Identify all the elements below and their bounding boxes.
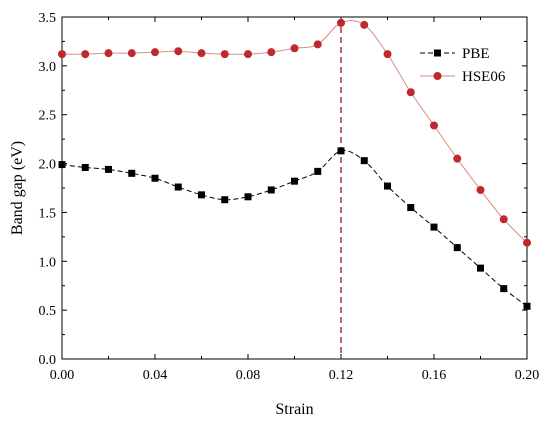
marker-hse06 (406, 88, 415, 97)
marker-hse06 (104, 49, 113, 58)
series-lines (61, 20, 528, 307)
series-markers (58, 18, 531, 310)
marker-hse06 (58, 50, 66, 59)
marker-hse06 (337, 18, 345, 27)
marker-hse06 (290, 44, 299, 53)
marker-pbe (384, 182, 391, 190)
y-tick-label: 1.0 (39, 255, 57, 270)
marker-hse06 (81, 50, 90, 59)
marker-hse06 (523, 238, 531, 247)
marker-pbe (337, 147, 345, 155)
series-line-pbe (61, 150, 528, 307)
plot-frame (61, 16, 528, 360)
marker-hse06 (197, 49, 206, 58)
marker-hse06 (127, 49, 136, 58)
y-tick-label: 2.0 (39, 158, 57, 173)
marker-hse06 (499, 215, 508, 224)
marker-pbe (198, 191, 205, 199)
legend: PBE HSE06 (420, 46, 506, 85)
x-tick-label: 0.08 (236, 368, 261, 383)
y-axis-label: Band gap (eV) (9, 141, 26, 235)
x-tick-label: 0.16 (422, 368, 447, 383)
y-tick-label: 3.5 (39, 11, 57, 26)
marker-pbe (151, 174, 159, 182)
marker-pbe (314, 167, 322, 175)
x-tick-label: 0.00 (50, 368, 75, 383)
marker-hse06 (151, 48, 159, 57)
marker-pbe (523, 302, 531, 310)
marker-hse06 (430, 121, 438, 130)
marker-hse06 (383, 50, 392, 59)
marker-hse06 (476, 185, 485, 194)
marker-hse06 (360, 20, 369, 29)
legend-label-hse06: HSE06 (462, 69, 506, 85)
y-tick-label: 1.5 (39, 206, 57, 221)
marker-pbe (58, 161, 66, 169)
x-axis-ticks: 0.00 0.04 0.08 0.12 0.16 0.20 (50, 17, 540, 383)
marker-hse06 (174, 47, 183, 56)
y-tick-label: 0.5 (39, 304, 57, 319)
marker-pbe (500, 285, 508, 293)
marker-pbe (477, 264, 484, 272)
marker-pbe (174, 183, 182, 191)
marker-pbe (221, 196, 229, 204)
marker-pbe (244, 193, 252, 201)
marker-hse06 (220, 50, 229, 59)
marker-pbe (407, 204, 415, 212)
x-tick-label: 0.04 (143, 368, 168, 383)
marker-pbe (430, 223, 438, 231)
marker-pbe (453, 244, 461, 252)
y-tick-label: 3.0 (39, 60, 57, 75)
legend-marker-hse06 (433, 72, 442, 80)
x-tick-label: 0.12 (329, 368, 354, 383)
x-tick-label: 0.20 (515, 368, 540, 383)
marker-hse06 (453, 154, 462, 163)
marker-pbe (267, 186, 275, 194)
marker-hse06 (244, 50, 252, 59)
legend-label-pbe: PBE (462, 46, 490, 62)
y-axis-ticks: 0.0 0.5 1.0 1.5 2.0 2.5 3.0 3.5 (39, 11, 527, 368)
marker-pbe (360, 157, 368, 165)
marker-pbe (291, 177, 298, 185)
y-tick-label: 2.5 (39, 109, 57, 124)
marker-pbe (105, 165, 112, 173)
marker-pbe (81, 163, 89, 171)
x-axis-label: Strain (275, 401, 313, 418)
marker-pbe (128, 169, 136, 177)
marker-hse06 (313, 40, 322, 49)
marker-hse06 (267, 48, 276, 57)
legend-marker-pbe (434, 49, 441, 57)
y-tick-label: 0.0 (39, 353, 57, 368)
